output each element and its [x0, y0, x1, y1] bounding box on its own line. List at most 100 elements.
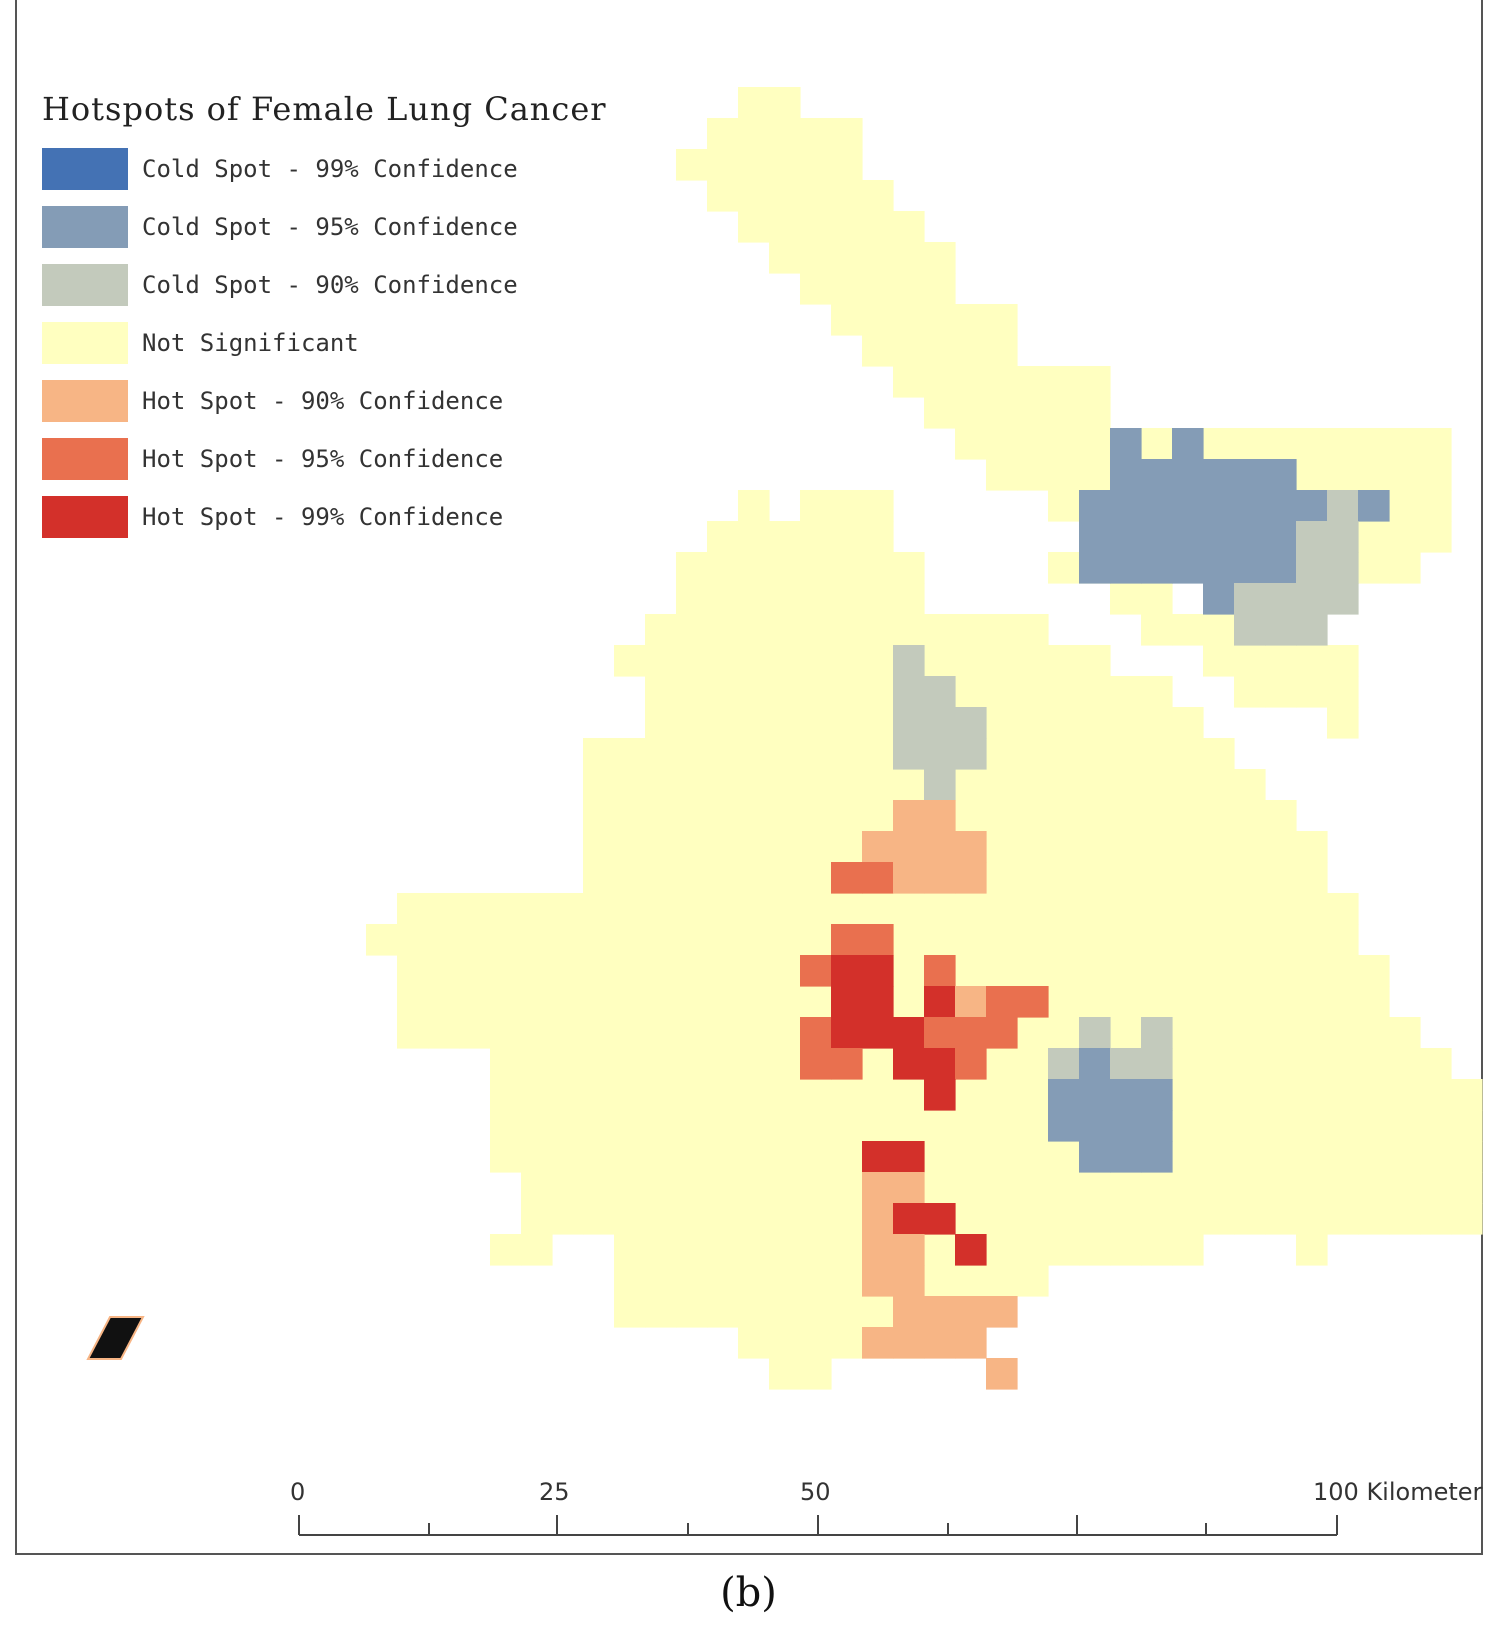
hot-spot-95 — [986, 986, 1018, 1018]
region-not-significant — [1048, 831, 1080, 863]
north-arrow-icon — [86, 1316, 145, 1360]
region-not-significant — [924, 242, 956, 274]
region-not-significant — [676, 1110, 708, 1142]
region-not-significant — [738, 1296, 770, 1328]
hot-spot-90 — [955, 1296, 987, 1328]
region-not-significant — [1296, 1203, 1328, 1235]
region-not-significant — [1451, 1141, 1483, 1173]
region-not-significant — [986, 397, 1018, 429]
region-not-significant — [1172, 986, 1204, 1018]
cold-spot-95 — [1234, 552, 1266, 584]
region-not-significant — [986, 924, 1018, 956]
region-not-significant — [1141, 614, 1173, 646]
region-not-significant — [1358, 1172, 1390, 1204]
region-not-significant — [1420, 521, 1452, 553]
hot-spot-99 — [893, 1048, 925, 1080]
hot-spot-90 — [862, 1265, 894, 1297]
region-not-significant — [707, 986, 739, 1018]
region-not-significant — [800, 1358, 832, 1390]
scale-label-50: 50 — [800, 1478, 831, 1506]
region-not-significant — [955, 676, 987, 708]
region-not-significant — [769, 676, 801, 708]
region-not-significant — [1017, 428, 1049, 460]
region-not-significant — [676, 1172, 708, 1204]
region-not-significant — [583, 1203, 615, 1235]
region-not-significant — [1358, 459, 1390, 491]
region-not-significant — [1017, 676, 1049, 708]
region-not-significant — [769, 1265, 801, 1297]
region-not-significant — [862, 1296, 894, 1328]
region-not-significant — [1110, 893, 1142, 925]
region-not-significant — [1172, 831, 1204, 863]
hot-spot-99 — [862, 1141, 894, 1173]
region-not-significant — [986, 1079, 1018, 1111]
region-not-significant — [893, 335, 925, 367]
region-not-significant — [614, 924, 646, 956]
region-not-significant — [1358, 1141, 1390, 1173]
region-not-significant — [831, 1172, 863, 1204]
region-not-significant — [1141, 800, 1173, 832]
region-not-significant — [1079, 459, 1111, 491]
region-not-significant — [1017, 769, 1049, 801]
legend-item-cold-90: Cold Spot - 90% Confidence — [42, 264, 518, 306]
region-not-significant — [521, 1203, 553, 1235]
region-not-significant — [769, 211, 801, 243]
region-not-significant — [862, 552, 894, 584]
region-not-significant — [1110, 676, 1142, 708]
region-not-significant — [862, 242, 894, 274]
region-not-significant — [893, 211, 925, 243]
region-not-significant — [986, 1048, 1018, 1080]
region-not-significant — [986, 428, 1018, 460]
cold-spot-95 — [1141, 1079, 1173, 1111]
region-not-significant — [769, 1203, 801, 1235]
cold-spot-95 — [1079, 1048, 1111, 1080]
region-not-significant — [924, 273, 956, 305]
legend-swatch — [42, 206, 128, 248]
region-not-significant — [738, 986, 770, 1018]
hot-spot-95 — [800, 1017, 832, 1049]
region-not-significant — [800, 614, 832, 646]
region-not-significant — [862, 335, 894, 367]
region-not-significant — [490, 955, 522, 987]
cold-spot-95 — [1234, 459, 1266, 491]
region-not-significant — [1234, 1110, 1266, 1142]
region-not-significant — [1048, 862, 1080, 894]
region-not-significant — [428, 893, 460, 925]
region-not-significant — [769, 645, 801, 677]
region-not-significant — [1296, 1079, 1328, 1111]
region-not-significant — [676, 707, 708, 739]
region-not-significant — [1048, 552, 1080, 584]
cold-spot-95 — [1358, 490, 1390, 522]
region-not-significant — [614, 1296, 646, 1328]
region-not-significant — [893, 955, 925, 987]
hot-spot-95 — [955, 1048, 987, 1080]
region-not-significant — [800, 738, 832, 770]
region-not-significant — [924, 645, 956, 677]
region-not-significant — [1327, 924, 1359, 956]
region-not-significant — [738, 1141, 770, 1173]
region-not-significant — [521, 1172, 553, 1204]
region-not-significant — [521, 986, 553, 1018]
region-not-significant — [707, 831, 739, 863]
region-not-significant — [583, 831, 615, 863]
hot-spot-90 — [862, 1327, 894, 1359]
region-not-significant — [583, 800, 615, 832]
region-not-significant — [1327, 459, 1359, 491]
region-not-significant — [955, 769, 987, 801]
hot-spot-99 — [924, 986, 956, 1018]
region-not-significant — [1048, 1172, 1080, 1204]
region-not-significant — [800, 645, 832, 677]
region-not-significant — [738, 180, 770, 212]
region-not-significant — [955, 1079, 987, 1111]
region-not-significant — [676, 1017, 708, 1049]
region-not-significant — [769, 1017, 801, 1049]
region-not-significant — [1234, 1079, 1266, 1111]
region-not-significant — [645, 1079, 677, 1111]
region-not-significant — [986, 1265, 1018, 1297]
region-not-significant — [1265, 893, 1297, 925]
region-not-significant — [893, 769, 925, 801]
region-not-significant — [676, 862, 708, 894]
region-not-significant — [769, 1234, 801, 1266]
region-not-significant — [1141, 583, 1173, 615]
